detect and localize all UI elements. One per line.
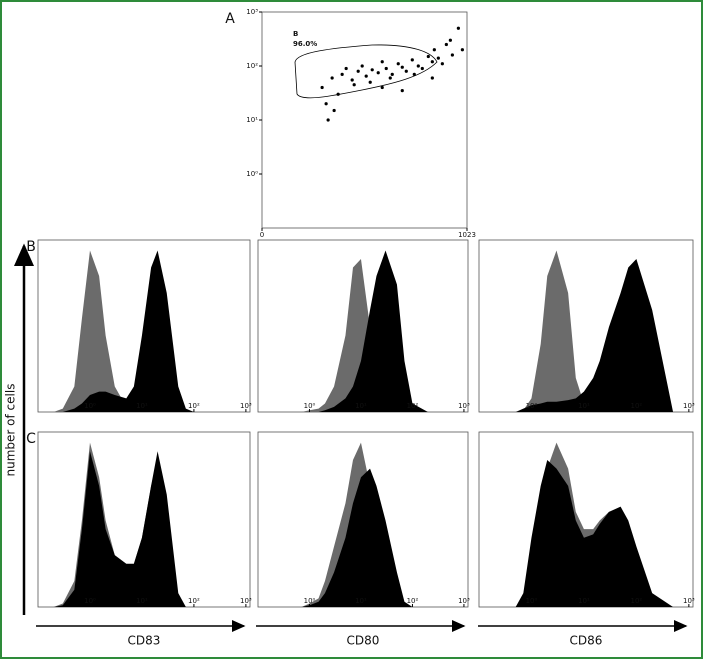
point: [432, 48, 436, 52]
point: [444, 42, 448, 47]
histogram: [273, 259, 449, 412]
histogram: [53, 451, 231, 607]
x-tick-label: 10⁰: [304, 597, 316, 605]
point: [388, 76, 392, 80]
point: [426, 54, 430, 59]
point: [324, 102, 328, 106]
x-tick-label: 10¹: [355, 402, 367, 410]
histogram: [273, 468, 449, 607]
x-tick-label: 0: [260, 231, 264, 239]
point: [356, 69, 360, 73]
histogram: [53, 250, 231, 412]
y-tick-label: 10²: [246, 62, 258, 70]
x-tick-label: 10²: [631, 597, 643, 605]
point: [400, 65, 404, 69]
point: [376, 71, 380, 75]
x-tick-label: 10¹: [578, 597, 590, 605]
point: [380, 60, 384, 64]
point: [410, 58, 414, 62]
plot-frame: [261, 11, 468, 229]
panel-label: A: [225, 11, 235, 27]
panel-label: B: [26, 239, 36, 255]
point: [420, 66, 424, 71]
point: [390, 72, 394, 76]
x-tick-label: 10²: [188, 597, 200, 605]
x-tick-label: 10¹: [136, 597, 148, 605]
point: [360, 64, 364, 68]
x-tick-label: 10³: [458, 402, 470, 410]
point: [460, 48, 464, 52]
point: [320, 85, 324, 90]
point: [352, 83, 356, 87]
x-tick-label: 10¹: [355, 597, 367, 605]
point: [350, 78, 354, 82]
point: [400, 89, 404, 93]
point: [368, 80, 372, 84]
histogram: [494, 250, 674, 412]
y-tick-label: 10³: [246, 8, 258, 16]
x-tick-label: 10³: [683, 402, 695, 410]
x-tick-label: 10⁰: [526, 597, 538, 605]
point: [416, 64, 420, 68]
point: [380, 85, 384, 90]
x-tick-label: 10⁰: [526, 402, 538, 410]
x-tick-label: 10⁰: [84, 597, 96, 605]
x-tick-label: 10²: [631, 402, 643, 410]
y-tick-label: 10¹: [246, 116, 258, 124]
y-axis-label: number of cells: [4, 384, 18, 477]
x-tick-label: 10¹: [578, 402, 590, 410]
point: [370, 68, 374, 72]
x-tick-label: 10²: [407, 402, 419, 410]
point: [340, 72, 344, 76]
point: [436, 56, 440, 60]
gate-label: B: [293, 30, 298, 38]
panel-label: C: [26, 431, 36, 447]
point: [412, 72, 416, 76]
x-tick-label: 10⁰: [84, 402, 96, 410]
x-tick-label: 10⁰: [304, 402, 316, 410]
point: [330, 76, 334, 80]
point: [326, 118, 330, 122]
point: [384, 66, 388, 71]
point: [430, 60, 434, 64]
point: [456, 26, 460, 30]
x-tick-label: 10³: [240, 402, 252, 410]
x-tick-label: 10²: [407, 597, 419, 605]
histogram: [53, 250, 231, 412]
point: [404, 69, 408, 73]
x-tick-label: 10¹: [136, 402, 148, 410]
point: [440, 62, 444, 66]
point: [450, 53, 454, 57]
point: [430, 76, 434, 80]
histogram: [273, 250, 449, 412]
x-tick-label: 10³: [458, 597, 470, 605]
x-tick-label: 1023: [458, 231, 476, 239]
x-axis-label: CD83: [128, 634, 161, 648]
x-tick-label: 10²: [188, 402, 200, 410]
x-axis-label: CD80: [347, 634, 380, 648]
gate-percent: 96.0%: [293, 40, 317, 48]
x-tick-label: 10³: [240, 597, 252, 605]
point: [448, 38, 452, 42]
point: [336, 92, 340, 96]
point: [364, 74, 368, 78]
x-axis-label: CD86: [570, 634, 603, 648]
histogram: [494, 459, 674, 607]
point: [396, 62, 400, 66]
histogram: [494, 259, 674, 412]
x-tick-label: 10³: [683, 597, 695, 605]
y-tick-label: 10⁰: [246, 170, 258, 178]
gate: [294, 44, 438, 99]
point: [344, 66, 348, 71]
point: [332, 108, 336, 113]
